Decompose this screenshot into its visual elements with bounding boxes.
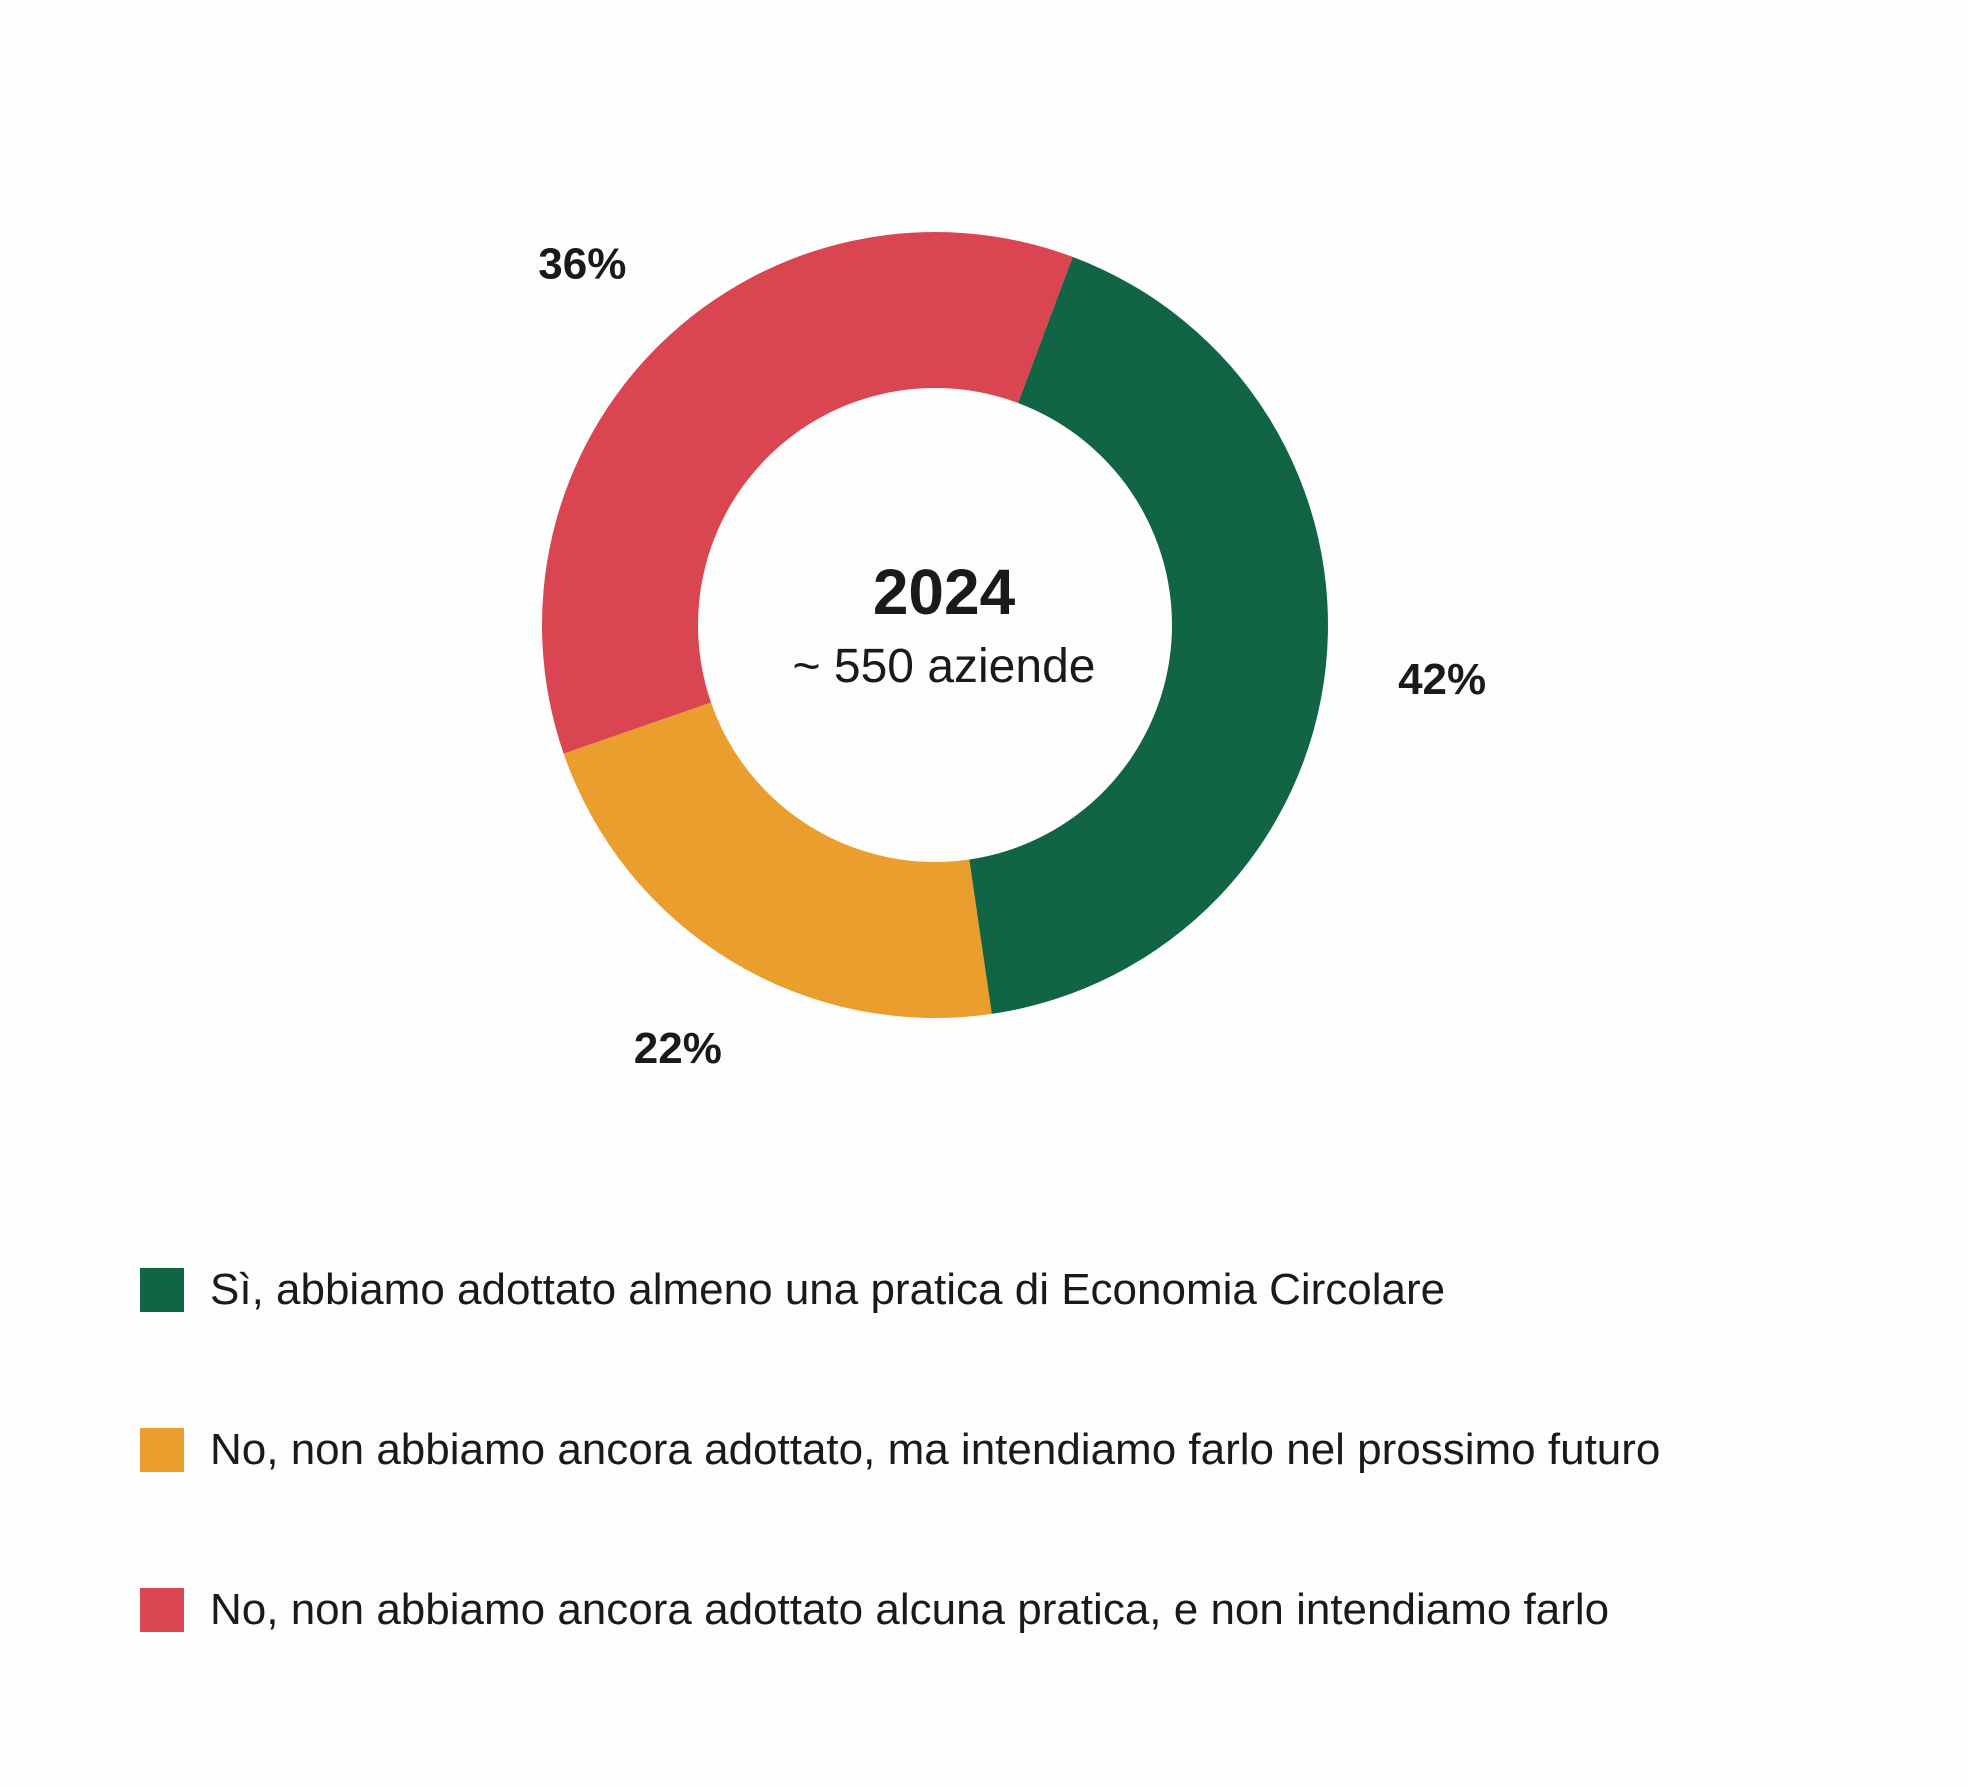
center-title: 2024 — [873, 556, 1016, 628]
legend-item: No, non abbiamo ancora adottato alcuna p… — [140, 1580, 1920, 1640]
legend-label: No, non abbiamo ancora adottato alcuna p… — [210, 1585, 1610, 1634]
center-subtitle: ~ 550 aziende — [793, 640, 1096, 693]
legend-swatch — [140, 1268, 184, 1312]
donut-slice — [969, 256, 1328, 1014]
donut-slice — [542, 232, 1073, 754]
legend-item: No, non abbiamo ancora adottato, ma inte… — [140, 1420, 1920, 1480]
legend-item: Sì, abbiamo adottato almeno una pratica … — [140, 1260, 1920, 1320]
legend-label: No, non abbiamo ancora adottato, ma inte… — [210, 1425, 1661, 1474]
donut-slice — [563, 702, 992, 1018]
slice-value-label: 42% — [1398, 655, 1486, 704]
legend-swatch — [140, 1428, 184, 1472]
donut-slices — [542, 232, 1328, 1018]
slice-value-label: 36% — [538, 240, 626, 289]
donut-value-labels: 42% 22% 36% — [538, 240, 1486, 1073]
legend-swatch — [140, 1588, 184, 1632]
slice-value-label: 22% — [634, 1024, 722, 1073]
legend: Sì, abbiamo adottato almeno una pratica … — [140, 1260, 1920, 1740]
legend-label: Sì, abbiamo adottato almeno una pratica … — [210, 1265, 1446, 1314]
